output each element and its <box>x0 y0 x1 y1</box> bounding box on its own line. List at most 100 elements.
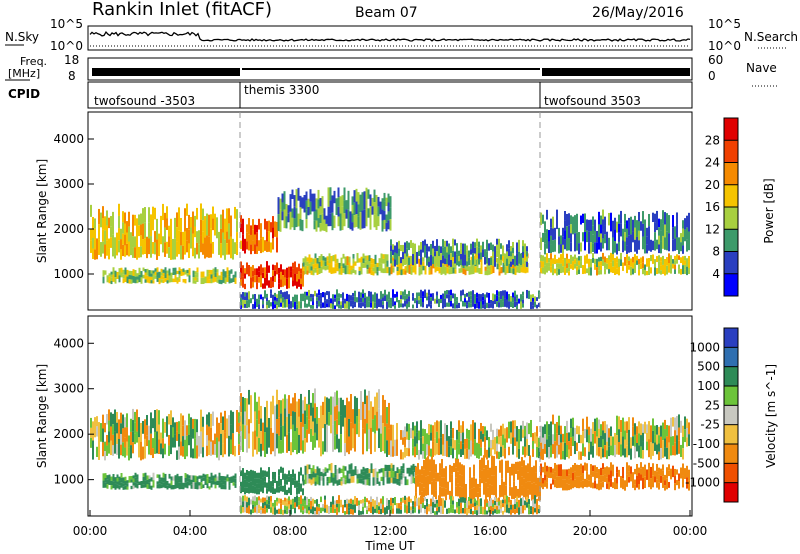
heatmap-cell <box>479 469 481 479</box>
heatmap-cell <box>108 409 110 421</box>
heatmap-cell <box>444 298 446 308</box>
heatmap-cell <box>148 475 151 479</box>
heatmap-cell <box>362 401 364 429</box>
heatmap-cell <box>424 443 426 459</box>
heatmap-cell <box>466 266 469 272</box>
heatmap-cell <box>130 279 133 284</box>
heatmap-cell <box>260 405 262 419</box>
heatmap-cell <box>386 477 389 484</box>
heatmap-cell <box>508 256 510 264</box>
heatmap-cell <box>490 423 492 432</box>
heatmap-cell <box>390 239 392 246</box>
heatmap-cell <box>369 194 372 207</box>
heatmap-cell <box>414 243 416 255</box>
heatmap-cell <box>126 441 128 456</box>
heatmap-cell <box>124 481 127 486</box>
heatmap-cell <box>334 420 336 436</box>
heatmap-cell <box>340 477 343 482</box>
heatmap-cell <box>624 421 626 431</box>
heatmap-cell <box>360 302 362 308</box>
heatmap-cell <box>314 418 316 433</box>
heatmap-cell <box>182 482 185 487</box>
heatmap-cell <box>519 479 521 498</box>
heatmap-cell <box>268 417 270 448</box>
heatmap-cell <box>662 482 664 488</box>
heatmap-cell <box>552 414 554 425</box>
heatmap-cell <box>414 507 416 513</box>
heatmap-cell <box>355 188 358 202</box>
heatmap-cell <box>252 304 254 309</box>
heatmap-band <box>390 238 528 267</box>
heatmap-cell <box>678 473 680 482</box>
heatmap-cell <box>602 219 604 230</box>
heatmap-cell <box>306 505 308 514</box>
heatmap-cell <box>108 238 110 249</box>
heatmap-cell <box>426 251 428 259</box>
heatmap-cell <box>350 270 353 275</box>
heatmap-cell <box>470 503 472 509</box>
heatmap-cell <box>291 189 294 199</box>
heatmap-cell <box>336 289 338 298</box>
heatmap-cell <box>382 395 384 424</box>
heatmap-cell <box>252 508 254 514</box>
heatmap-cell <box>309 201 312 215</box>
heatmap-cell <box>650 255 652 262</box>
heatmap-cell <box>258 472 260 479</box>
heatmap-cell <box>178 421 180 434</box>
heatmap-cell <box>670 417 672 437</box>
heatmap-cell <box>606 466 608 473</box>
heatmap-cell <box>487 460 489 470</box>
heatmap-cell <box>658 255 660 262</box>
heatmap-cell <box>634 254 636 264</box>
heatmap-cell <box>200 203 202 220</box>
heatmap-cell <box>618 429 620 443</box>
heatmap-cell <box>624 223 626 233</box>
heatmap-cell <box>504 499 506 504</box>
heatmap-cell <box>358 510 360 516</box>
heatmap-cell <box>104 230 106 245</box>
heatmap-cell <box>124 437 126 448</box>
heatmap-cell <box>218 472 221 481</box>
heatmap-cell <box>364 303 366 309</box>
heatmap-cell <box>226 208 228 221</box>
heatmap-cell <box>132 236 134 248</box>
heatmap-cell <box>652 240 654 251</box>
heatmap-cell <box>342 504 344 514</box>
heatmap-cell <box>180 482 183 490</box>
heatmap-cell <box>660 475 662 483</box>
heatmap-cell <box>684 429 686 443</box>
heatmap-cell <box>154 275 157 279</box>
heatmap-cell <box>510 432 512 444</box>
heatmap-cell <box>140 213 142 225</box>
heatmap-cell <box>502 301 504 307</box>
heatmap-cell <box>574 479 576 488</box>
heatmap-cell <box>518 263 521 273</box>
heatmap-cell <box>468 439 470 450</box>
heatmap-cell <box>628 256 630 261</box>
heatmap-cell <box>398 248 400 257</box>
heatmap-cell <box>168 225 170 237</box>
heatmap-cell <box>310 505 312 510</box>
heatmap-cell <box>279 198 282 210</box>
heatmap-cell <box>496 436 498 444</box>
heatmap-cell <box>512 292 514 298</box>
heatmap-cell <box>533 465 535 483</box>
heatmap-cell <box>412 470 415 477</box>
heatmap-cell <box>146 425 148 436</box>
heatmap-cell <box>527 463 529 473</box>
heatmap-cell <box>638 221 640 231</box>
heatmap-cell <box>644 244 646 254</box>
heatmap-cell <box>564 220 566 231</box>
heatmap-cell <box>398 240 400 249</box>
heatmap-cell <box>312 305 314 309</box>
heatmap-cell <box>544 462 546 469</box>
heatmap-cell <box>194 274 197 278</box>
heatmap-cell <box>316 258 319 264</box>
heatmap-cell <box>196 277 199 282</box>
heatmap-cell <box>488 500 490 507</box>
heatmap-cell <box>538 509 540 514</box>
heatmap-cell <box>308 289 310 296</box>
heatmap-cell <box>348 401 350 419</box>
heatmap-cell <box>410 240 412 249</box>
heatmap-cell <box>390 424 392 441</box>
